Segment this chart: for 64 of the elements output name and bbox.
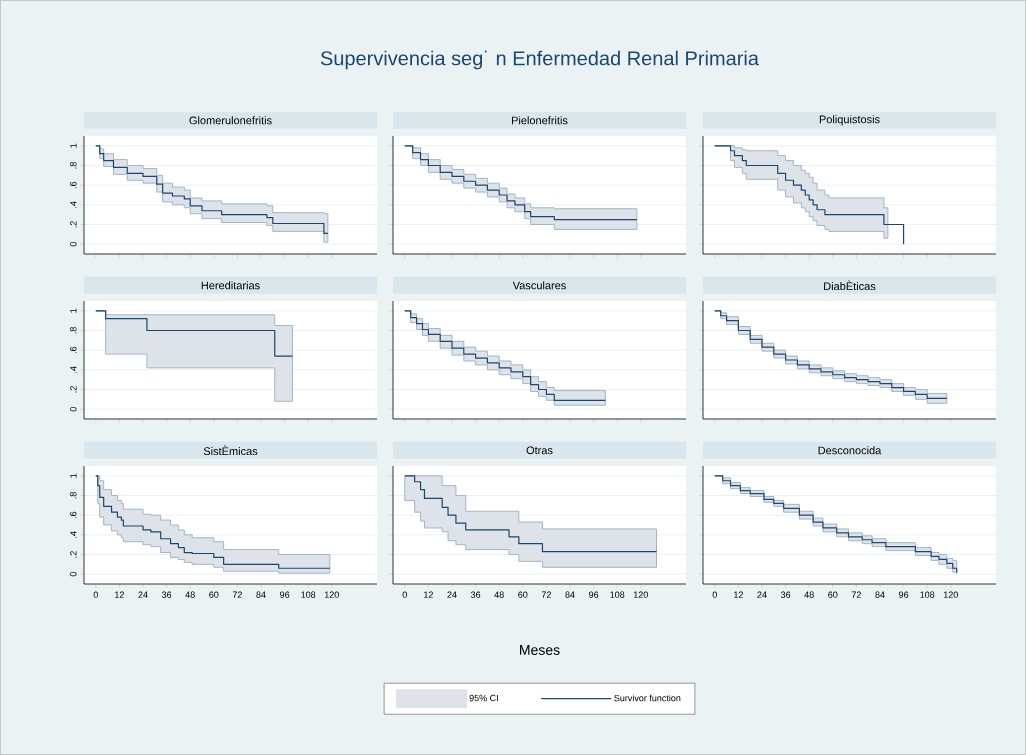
x-tick-label: 0 [402, 591, 407, 598]
x-tick-label: 120 [324, 591, 339, 598]
x-tick-label: 96 [280, 591, 290, 598]
chart-title: Vasculares [512, 281, 566, 290]
x-tick-label: 96 [589, 591, 599, 598]
y-tick-label: .4 [70, 201, 77, 208]
x-tick-label: 12 [115, 591, 124, 598]
x-tick-label: 48 [185, 591, 195, 598]
x-tick-label: 108 [920, 591, 935, 598]
chart-title: Otras [526, 446, 553, 455]
x-tick-label: 96 [899, 591, 909, 598]
x-tick-label: 24 [138, 591, 148, 598]
x-tick-label: 24 [447, 591, 457, 598]
y-tick-label: .8 [70, 162, 77, 169]
text: Supervivencia seg˙ n Enfermedad Renal Primaria [320, 50, 759, 70]
x-tick-label: 12 [734, 591, 743, 598]
x-tick-label: 72 [851, 591, 861, 598]
x-tick-label: 84 [875, 591, 885, 598]
x-tick-label: 12 [424, 591, 433, 598]
y-tick-label: .8 [70, 327, 77, 334]
x-tick-label: 0 [712, 591, 717, 598]
y-tick-label: .2 [70, 386, 77, 393]
x-tick-label: 60 [828, 591, 838, 598]
x-tick-label: 36 [470, 591, 481, 598]
y-tick-label: .2 [70, 221, 77, 228]
x-tick-label: 72 [541, 591, 551, 598]
x-tick-label: 24 [757, 591, 767, 598]
y-tick-label: .8 [70, 492, 77, 499]
text: Survivor function [614, 694, 681, 702]
chart-title: Glomerulonefritis [189, 116, 272, 125]
x-tick-label: 60 [518, 591, 528, 598]
x-tick-label: 48 [804, 591, 814, 598]
chart-title: Desconocida [818, 446, 882, 455]
x-tick-label: 120 [633, 591, 648, 598]
chart-title: Poliquistosis [819, 115, 880, 126]
y-tick-label: 1 [70, 473, 77, 478]
x-tick-label: 72 [232, 591, 242, 598]
y-tick-label: 1 [70, 308, 77, 313]
x-tick-label: 84 [565, 591, 575, 598]
x-tick-label: 36 [780, 591, 791, 598]
x-tick-label: 48 [494, 591, 504, 598]
y-tick-label: .2 [70, 551, 77, 558]
y-tick-label: 0 [70, 407, 77, 412]
y-tick-label: 0 [70, 572, 77, 577]
chart-title: SistÈmicas [203, 445, 258, 456]
x-tick-label: 120 [943, 591, 958, 598]
x-tick-label: 84 [256, 591, 266, 598]
y-tick-label: .6 [70, 346, 77, 354]
chart-title: Hereditarias [201, 281, 260, 290]
y-tick-label: .4 [70, 531, 77, 538]
text: 95% CI [469, 694, 498, 702]
chart-title: DiabÈticas [824, 280, 876, 291]
x-tick-label: 60 [209, 591, 219, 598]
x-axis-title: Meses [520, 645, 560, 655]
y-tick-label: .6 [70, 511, 77, 519]
x-tick-label: 36 [161, 591, 172, 598]
y-tick-label: .4 [70, 366, 77, 373]
chart-title: Pielonefritis [511, 116, 568, 125]
y-tick-label: 1 [70, 143, 77, 148]
x-tick-label: 0 [93, 591, 98, 598]
y-tick-label: 0 [70, 242, 77, 247]
x-tick-label: 108 [610, 591, 625, 598]
x-tick-label: 108 [301, 591, 316, 598]
y-tick-label: .6 [70, 181, 77, 189]
